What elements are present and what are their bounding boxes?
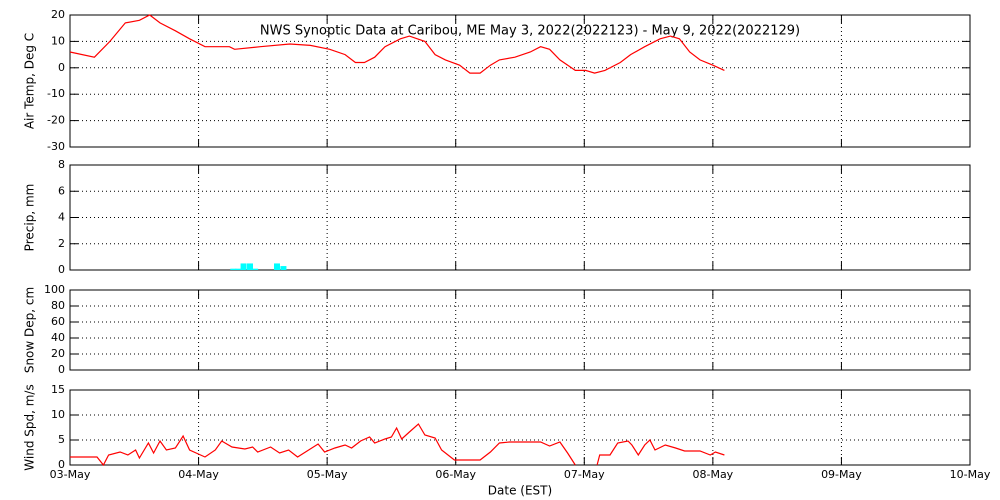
- y-tick-label: 6: [58, 184, 65, 197]
- y-tick-label: 60: [51, 315, 65, 328]
- y-axis-label: Snow Dep, cm: [23, 287, 37, 373]
- plot-frame: [69, 14, 971, 148]
- x-tick-label: 03-May: [50, 468, 91, 481]
- bar: [247, 263, 253, 270]
- plot-frame: [69, 389, 971, 466]
- y-tick-label: 0: [58, 61, 65, 74]
- x-tick-label: 07-May: [564, 468, 605, 481]
- x-tick-label: 08-May: [692, 468, 733, 481]
- data-line: [70, 423, 725, 467]
- y-tick-label: 80: [51, 299, 65, 312]
- data-line: [69, 14, 725, 74]
- y-tick-label: -30: [47, 140, 65, 153]
- y-tick-label: -10: [47, 87, 65, 100]
- bar: [274, 263, 280, 270]
- y-tick-label: 8: [58, 158, 65, 171]
- plot-frame: [69, 289, 971, 371]
- y-tick-label: 100: [44, 283, 65, 296]
- bar: [230, 268, 237, 270]
- y-axis-label: Precip, mm: [23, 184, 37, 252]
- y-tick-label: 5: [58, 433, 65, 446]
- y-tick-label: 0: [58, 263, 65, 276]
- bar: [240, 263, 247, 270]
- bar: [235, 268, 242, 270]
- plot-frame: [69, 164, 971, 271]
- chart-title: NWS Synoptic Data at Caribou, ME May 3, …: [260, 24, 800, 39]
- y-axis-label: Air Temp, Deg C: [23, 33, 37, 129]
- y-tick-label: 20: [51, 8, 65, 21]
- bar: [252, 268, 259, 270]
- y-tick-label: 20: [51, 347, 65, 360]
- bar: [280, 266, 287, 270]
- y-tick-label: 2: [58, 237, 65, 250]
- y-tick-label: 40: [51, 331, 65, 344]
- x-tick-label: 06-May: [435, 468, 476, 481]
- y-tick-label: 10: [51, 34, 65, 47]
- y-tick-label: 10: [51, 408, 65, 421]
- x-tick-label: 09-May: [821, 468, 862, 481]
- y-tick-label: 15: [51, 383, 65, 396]
- x-tick-label: 04-May: [178, 468, 219, 481]
- y-tick-label: 4: [58, 211, 65, 224]
- y-tick-label: 0: [58, 458, 65, 471]
- y-tick-label: 0: [58, 363, 65, 376]
- x-tick-label: 05-May: [307, 468, 348, 481]
- y-axis-label: Wind Spd, m/s: [23, 384, 37, 470]
- x-axis-label: Date (EST): [488, 484, 552, 498]
- x-tick-label: 10-May: [950, 468, 991, 481]
- y-tick-label: -20: [47, 114, 65, 127]
